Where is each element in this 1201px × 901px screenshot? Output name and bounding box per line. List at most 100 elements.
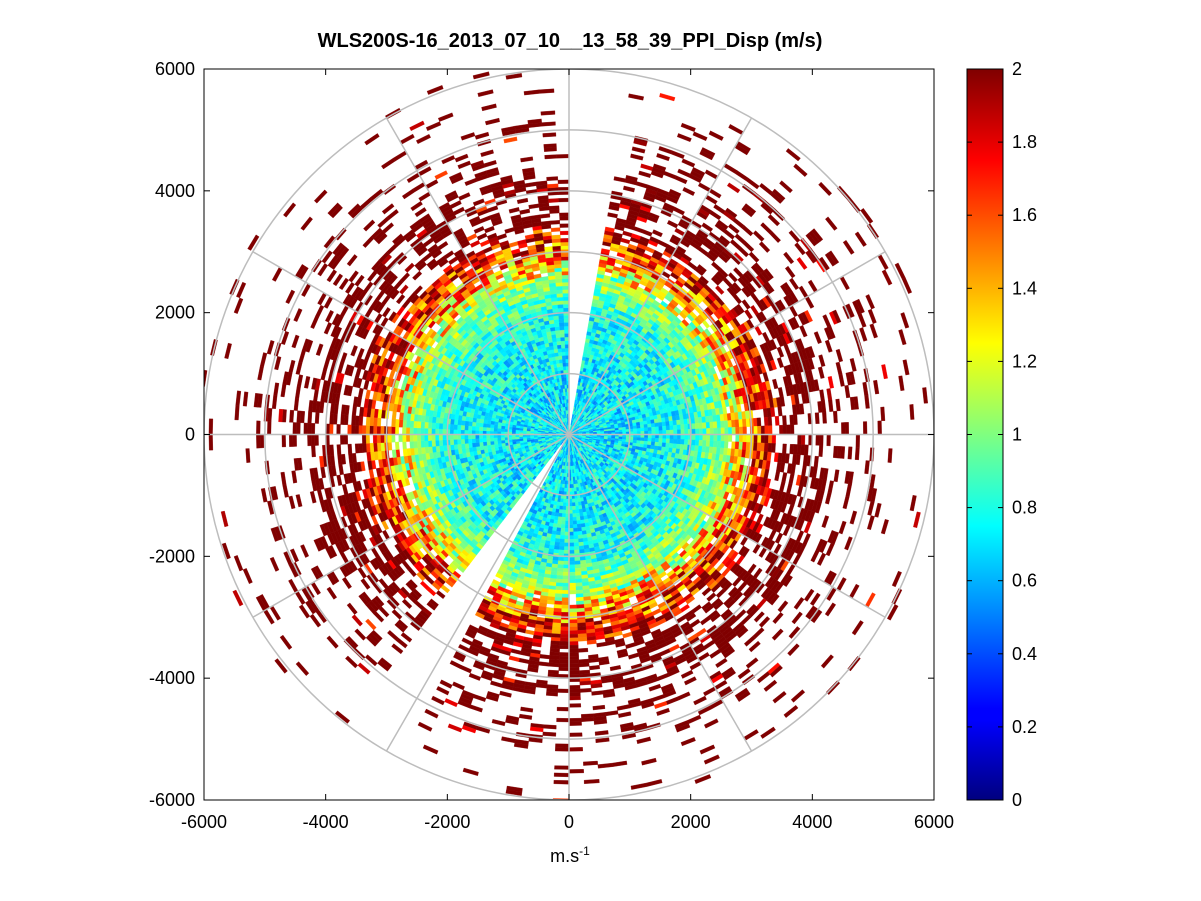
data-cell	[555, 333, 561, 339]
data-cell	[435, 440, 440, 447]
data-cell	[676, 439, 681, 445]
data-cell	[490, 424, 495, 429]
data-cell	[572, 527, 578, 533]
data-cell	[560, 336, 566, 342]
data-cell	[651, 437, 656, 443]
data-cell	[568, 568, 576, 573]
data-cell	[578, 545, 585, 550]
data-cell	[654, 426, 660, 431]
data-cell	[555, 534, 561, 540]
data-cell	[460, 420, 466, 426]
data-cell	[561, 347, 566, 353]
data-cell	[679, 444, 685, 450]
data-cell	[560, 524, 566, 529]
data-cell	[571, 487, 575, 492]
data-cell	[621, 426, 627, 430]
data-cell	[665, 442, 670, 448]
data-cell	[563, 307, 570, 312]
data-cell	[573, 542, 579, 547]
data-cell	[475, 438, 480, 443]
data-cell	[640, 427, 645, 432]
data-cell	[563, 487, 567, 492]
data-cell	[611, 430, 616, 433]
data-cell	[573, 535, 579, 540]
data-cell	[679, 419, 685, 425]
data-cell	[665, 425, 671, 431]
data-cell	[460, 424, 465, 431]
data-cell	[691, 428, 696, 435]
data-cell	[490, 440, 495, 445]
data-cell	[554, 538, 561, 543]
data-cell	[576, 520, 581, 525]
data-cell	[563, 314, 570, 320]
data-cell	[694, 422, 700, 430]
data-cell	[435, 434, 440, 441]
data-cell	[647, 427, 652, 432]
data-cell	[698, 440, 703, 447]
data-cell	[574, 564, 581, 569]
data-cell	[553, 319, 560, 324]
data-cell	[560, 340, 566, 345]
data-cell	[464, 443, 470, 449]
data-cell	[464, 425, 469, 431]
data-cell	[558, 546, 565, 551]
data-cell	[558, 351, 563, 357]
data-cell	[564, 380, 567, 385]
data-cell	[574, 556, 581, 562]
data-cell	[431, 434, 436, 441]
data-cell	[622, 429, 627, 433]
data-cell	[558, 315, 565, 320]
data-cell	[672, 443, 678, 449]
data-cell	[563, 564, 570, 569]
data-cell	[650, 423, 656, 428]
data-cell	[460, 438, 465, 445]
data-cell	[475, 426, 480, 431]
data-cell	[571, 505, 576, 511]
data-cell	[647, 437, 652, 442]
data-cell	[553, 315, 560, 320]
data-cell	[695, 434, 700, 441]
chart-title: WLS200S-16_2013_07_10__13_58_39_PPI_Disp…	[317, 30, 823, 52]
data-cell	[486, 423, 491, 428]
data-cell	[471, 425, 476, 431]
data-cell	[600, 431, 605, 434]
data-cell	[562, 568, 570, 573]
data-cell	[643, 424, 648, 429]
data-cell	[563, 557, 570, 562]
data-cell	[449, 429, 454, 435]
data-cell	[662, 425, 667, 431]
data-cell	[702, 428, 707, 435]
data-cell	[449, 439, 455, 446]
data-cell	[640, 424, 645, 429]
data-cell	[457, 439, 462, 445]
data-cell	[555, 359, 560, 364]
data-cell	[665, 421, 670, 427]
data-cell	[568, 564, 575, 569]
data-cell	[572, 516, 577, 522]
data-cell	[557, 344, 562, 349]
data-cell	[497, 440, 502, 445]
data-cell	[676, 443, 681, 450]
data-cell	[478, 426, 484, 431]
data-cell	[559, 366, 564, 371]
data-cell	[490, 444, 495, 449]
data-cell	[562, 362, 567, 367]
data-cell	[500, 439, 506, 444]
data-cell	[560, 531, 565, 536]
data-cell	[457, 424, 462, 430]
data-cell	[486, 437, 491, 442]
data-cell	[562, 366, 567, 371]
data-cell	[654, 438, 660, 443]
data-cell	[435, 428, 440, 435]
data-cell	[651, 426, 656, 432]
data-cell	[676, 424, 681, 430]
data-cell	[563, 549, 570, 555]
data-cell	[557, 564, 564, 569]
data-cell	[650, 441, 656, 446]
data-cell	[575, 512, 580, 518]
data-cell	[698, 422, 703, 429]
data-cell	[438, 434, 443, 441]
data-cell	[563, 303, 570, 309]
data-cell	[572, 524, 578, 529]
data-cell	[622, 436, 627, 440]
